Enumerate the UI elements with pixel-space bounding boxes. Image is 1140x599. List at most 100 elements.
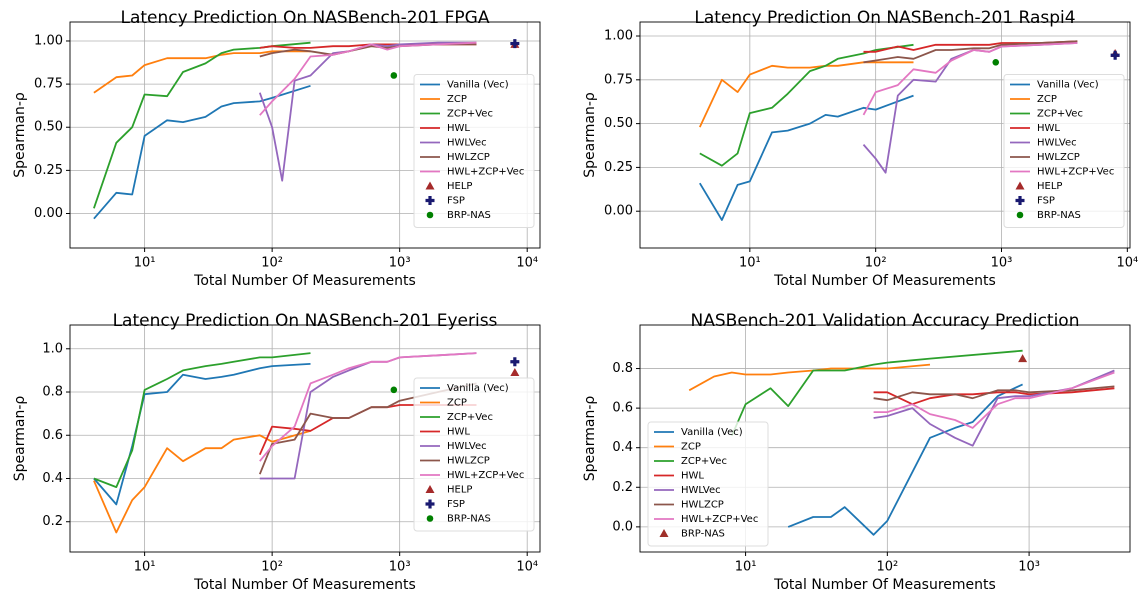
series-line [93,430,311,534]
legend-label: HWLZCP [447,456,490,467]
x-axis-label: Total Number Of Measurements [193,577,416,593]
legend-label: Vanilla (Vec) [447,383,509,394]
legend-label: HELP [1037,181,1062,192]
legend-label: ZCP [681,442,701,453]
legend-label: Vanilla (Vec) [681,427,743,438]
legend: Vanilla (Vec) ZCP ZCP+Vec HWL HWLVec HWLZCP HW… [413,74,535,228]
marker-plus [425,499,435,509]
legend-label: HWL [447,123,470,134]
y-tick-label: 0.8 [612,361,633,376]
y-tick-label: 1.0 [42,341,63,356]
series-line [730,349,1023,437]
x-tick-label: 10² [865,256,887,271]
legend-box [413,74,535,228]
legend-label: BRP-NAS [447,514,491,525]
y-tick-label: 0.00 [34,206,63,221]
legend-label: HWL+ZCP+Vec [447,470,524,481]
marker-triangle [425,485,435,493]
x-tick-label: 10³ [389,256,411,271]
series-line [258,382,477,475]
marker-triangle [1018,354,1028,363]
subplot: 10¹ 10² 10³ 0.0 0.2 0.4 0.6 0.8 NASBench-201 Val… [582,311,1131,593]
legend-label: HWLVec [1037,138,1077,149]
legend-label: HWL+ZCP+Vec [1037,167,1114,178]
y-axis-label: Spearman-ρ [12,92,28,178]
legend-label: BRP-NAS [447,210,491,221]
marker-plus [1110,50,1120,60]
marker-plus [510,357,520,367]
series-line [93,50,311,94]
series-layer [93,39,520,220]
subplot: 10¹ 10² 10³ 10⁴ 0.2 0.4 0.6 0.8 1.0 Latency Predi… [12,311,541,593]
legend-label: HELP [447,181,472,192]
x-tick-label: 10² [261,560,283,575]
legend: Vanilla (Vec) ZCP ZCP+Vec HWL HWLVec HWLZCP HW… [647,421,769,547]
plot-frame [639,21,1131,249]
y-tick-label: 0.50 [604,116,633,131]
legend-label: HWL+ZCP+Vec [447,167,524,178]
x-tick-label: 10³ [991,256,1013,271]
marker-circle [992,58,1000,66]
marker-plus [510,39,520,49]
marker-triangle [510,368,520,377]
x-tick-label: 10⁴ [1116,256,1138,271]
legend-label: ZCP+Vec [447,412,493,423]
x-axis-label: Total Number Of Measurements [193,273,416,289]
legend-label: BRP-NAS [1037,210,1081,221]
series-line [699,94,914,221]
chart-title: NASBench-201 Validation Accuracy Predict… [691,311,1080,331]
x-tick-label: 10¹ [735,560,757,575]
series-layer [688,349,1115,536]
series-line [873,369,1115,447]
legend-box [1003,74,1125,228]
y-tick-label: 1.00 [604,29,633,44]
series-layer [93,352,520,534]
legend-label: FSP [447,196,465,207]
chart-title: Latency Prediction On NASBench-201 Eyeri… [113,311,498,331]
chart-title: Latency Prediction On NASBench-201 FPGA [121,8,490,28]
legend-label: HWLZCP [1037,152,1080,163]
legend-label: ZCP [1037,94,1057,105]
legend-label: HELP [447,485,472,496]
x-tick-label: 10³ [389,560,411,575]
legend-label: Vanilla (Vec) [447,80,509,91]
plot-frame [69,21,541,249]
x-axis-label: Total Number Of Measurements [773,273,996,289]
x-tick-label: 10² [876,560,898,575]
legend-label: Vanilla (Vec) [1037,80,1099,91]
y-axis-label: Spearman-ρ [582,92,598,178]
y-tick-label: 0.8 [42,385,63,400]
y-tick-label: 0.2 [42,514,63,529]
y-tick-label: 0.25 [604,160,633,175]
legend-label: ZCP [447,398,467,409]
legend-label: ZCP+Vec [447,109,493,120]
series-line [259,41,477,116]
legend-label: HWL+ZCP+Vec [681,514,758,525]
legend-label: HWL [1037,123,1060,134]
series-line [862,42,1078,116]
series-line [699,43,914,167]
y-tick-label: 0.75 [604,72,633,87]
y-tick-label: 0.2 [612,480,633,495]
legend-label: BRP-NAS [681,529,725,540]
y-tick-label: 0.6 [42,428,63,443]
legend-label: ZCP+Vec [1037,109,1083,120]
legend: Vanilla (Vec) ZCP ZCP+Vec HWL HWLVec HWLZCP HW… [1003,74,1125,228]
marker-triangle [1015,181,1025,190]
legend-label: ZCP+Vec [681,456,727,467]
y-tick-label: 0.25 [34,163,63,178]
marker-triangle [425,181,435,190]
y-tick-label: 0.50 [34,120,63,135]
plot-frame [639,324,1131,553]
legend-box [647,421,769,547]
x-tick-label: 10³ [1018,560,1040,575]
legend-label: HWL [681,471,704,482]
series-line [688,363,931,392]
series-line [863,40,1078,53]
marker-circle [1016,211,1024,219]
marker-circle [390,72,398,79]
chart-title: Latency Prediction On NASBench-201 Raspi… [694,8,1075,28]
x-axis-label: Total Number Of Measurements [773,577,996,593]
x-tick-label: 10² [261,256,283,271]
legend: Vanilla (Vec) ZCP ZCP+Vec HWL HWLVec HWLZCP HW… [413,377,535,532]
